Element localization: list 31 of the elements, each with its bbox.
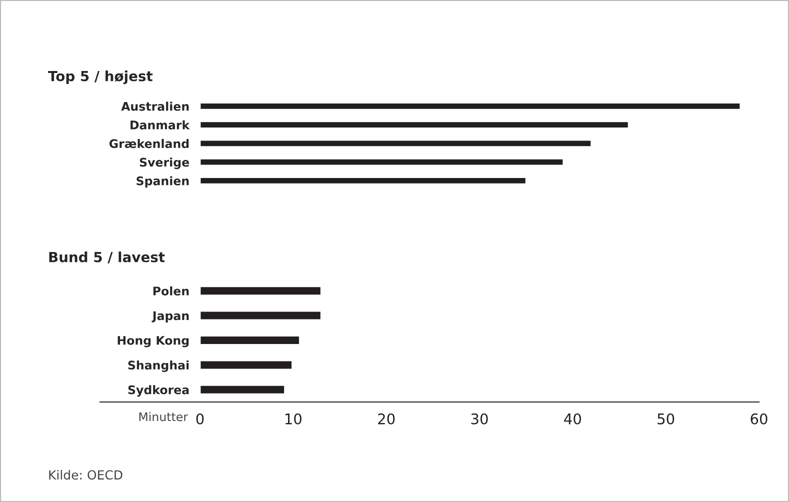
- bar: [200, 176, 527, 185]
- x-tick-label: 0: [196, 413, 204, 424]
- text: Kilde: OECD: [49, 470, 122, 480]
- x-axis-title: Minutter: [139, 412, 188, 422]
- y-tick-label: Polen: [153, 286, 189, 296]
- bar: [200, 310, 322, 321]
- y-tick-label: Australien: [121, 102, 189, 111]
- bar: [200, 335, 300, 346]
- y-tick-label: Shanghai: [128, 360, 189, 372]
- y-tick-label: Sydkorea: [128, 385, 189, 397]
- bar: [200, 120, 630, 129]
- y-tick-label: Sverige: [140, 158, 190, 170]
- bar: [200, 102, 742, 110]
- chart-title: Top 5 / højest: [48, 70, 153, 84]
- bar: [200, 158, 564, 166]
- bar: [200, 139, 592, 148]
- chart-title: Bund 5 / lavest: [49, 252, 165, 264]
- x-tick-label: 30: [471, 413, 488, 424]
- y-tick-label: Japan: [152, 311, 189, 322]
- x-tick-label: 10: [285, 413, 302, 424]
- y-tick-label: Grækenland: [109, 138, 189, 148]
- y-tick-label: Danmark: [130, 120, 190, 130]
- y-tick-label: Hong Kong: [118, 336, 189, 348]
- x-tick-label: 20: [378, 413, 395, 424]
- x-tick-label: 50: [658, 413, 674, 424]
- bar: [200, 384, 286, 395]
- bar: [200, 286, 322, 296]
- bar: [200, 360, 293, 370]
- x-tick-label: 40: [564, 413, 581, 424]
- y-tick-label: Spanien: [136, 176, 189, 188]
- x-tick-label: 60: [750, 413, 768, 424]
